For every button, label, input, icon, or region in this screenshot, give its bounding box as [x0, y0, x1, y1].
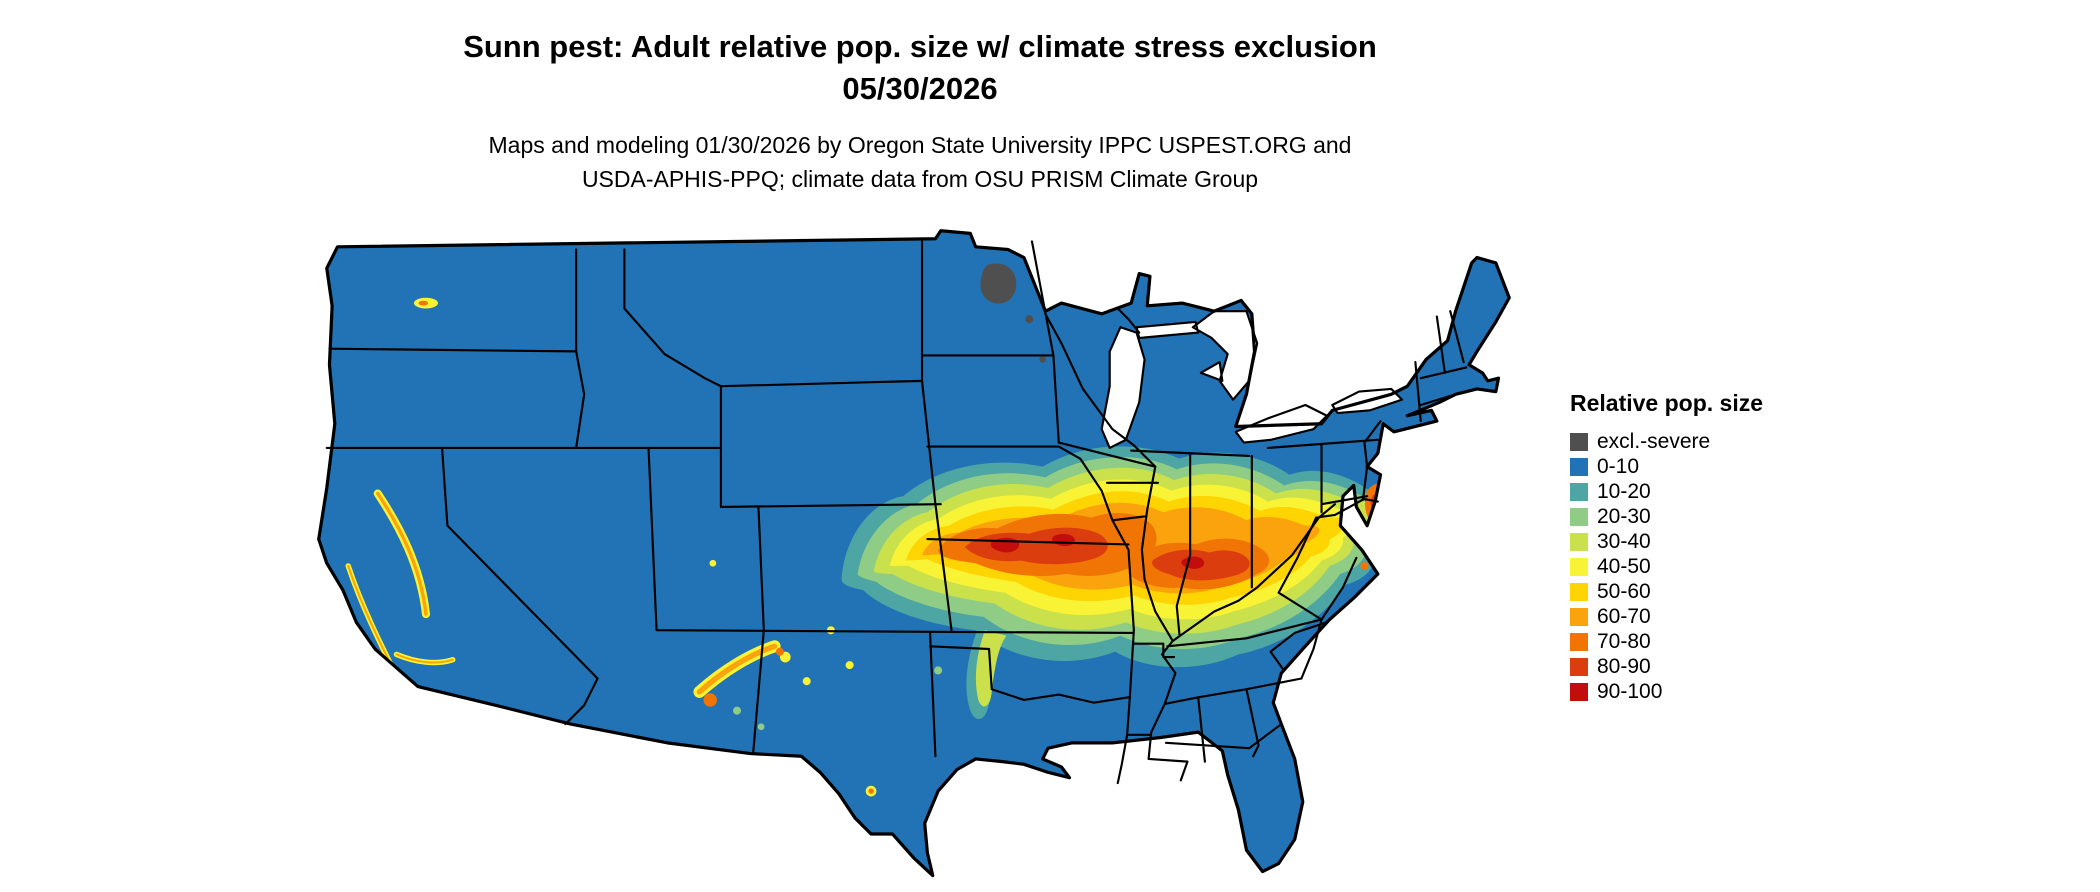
legend-swatch-excl-severe [1570, 432, 1588, 451]
wa-hotspot-core [418, 300, 428, 306]
legend-swatch-0-10 [1570, 457, 1588, 476]
tx-green-speck [934, 666, 943, 675]
legend-swatch-90-100 [1570, 682, 1588, 701]
legend-row: 70-80 [1570, 629, 1763, 654]
us-outline [317, 229, 1511, 878]
az-speck-1 [703, 693, 717, 707]
legend-label: 30-40 [1597, 530, 1651, 553]
legend-row: 20-30 [1570, 504, 1763, 529]
mn-excluded-dot [1025, 315, 1034, 324]
legend-row: 30-40 [1570, 529, 1763, 554]
legend-row: 10-20 [1570, 479, 1763, 504]
legend-swatch-80-90 [1570, 657, 1588, 676]
west-ranges-orange-strokes [347, 491, 778, 695]
wi-excluded-dot [1039, 356, 1047, 363]
legend-label: 70-80 [1597, 630, 1651, 653]
subtitle-line2: USDA-APHIS-PPQ; climate data from OSU PR… [581, 166, 1259, 193]
legend-swatch-40-50 [1570, 557, 1588, 576]
nm-speck-orange [775, 647, 784, 656]
legend-label: 20-30 [1597, 505, 1651, 528]
page-title-date: 05/30/2026 [842, 70, 998, 106]
nm-speck-4 [845, 661, 854, 670]
legend-swatch-70-80 [1570, 632, 1588, 651]
legend-label: 60-70 [1597, 605, 1651, 628]
speckles-green [732, 666, 943, 731]
legend-row: 40-50 [1570, 554, 1763, 579]
nm-speck-2 [802, 677, 811, 686]
subtitle: Maps and modeling 01/30/2026 by Oregon S… [0, 128, 1840, 197]
legend-row: 50-60 [1570, 579, 1763, 604]
legend-row: 0-10 [1570, 454, 1763, 479]
us-map [317, 229, 1511, 878]
legend-swatch-50-60 [1570, 582, 1588, 601]
legend-row: 80-90 [1570, 654, 1763, 679]
az-mogollon-core [696, 643, 778, 695]
legend-swatch-10-20 [1570, 482, 1588, 501]
legend-label: excl.-severe [1597, 430, 1711, 453]
legend-label: 80-90 [1597, 655, 1651, 678]
legend-swatch-20-30 [1570, 507, 1588, 526]
sierra-nevada-core [376, 491, 428, 616]
legend-row: excl.-severe [1570, 429, 1763, 454]
hatteras-speck [1360, 561, 1369, 570]
wtx-speck-core [868, 788, 874, 794]
ut-speck [709, 559, 717, 567]
state-borders [325, 240, 1468, 785]
socal-range-core [395, 653, 454, 664]
excluded-severe-areas [980, 263, 1047, 363]
map-legend: Relative pop. size excl.-severe 0-10 10-… [1570, 390, 1763, 704]
legend-label: 40-50 [1597, 555, 1651, 578]
title-block: Sunn pest: Adult relative pop. size w/ c… [0, 26, 1840, 197]
legend-swatch-60-70 [1570, 607, 1588, 626]
legend-label: 50-60 [1597, 580, 1651, 603]
legend-label: 90-100 [1597, 680, 1663, 703]
page-title: Sunn pest: Adult relative pop. size w/ c… [463, 29, 1377, 64]
legend-label: 10-20 [1597, 480, 1651, 503]
legend-row: 90-100 [1570, 679, 1763, 704]
subtitle-line1: Maps and modeling 01/30/2026 by Oregon S… [488, 131, 1352, 158]
legend-swatch-30-40 [1570, 532, 1588, 551]
mn-excluded-blob [980, 263, 1017, 304]
az-green-speck-2 [757, 723, 765, 731]
great-lakes-water [1100, 310, 1404, 449]
heat-overlay [345, 263, 1400, 797]
legend-label: 0-10 [1597, 455, 1640, 478]
legend-row: 60-70 [1570, 604, 1763, 629]
speckles-orange [418, 300, 1369, 794]
az-green-speck-1 [732, 706, 742, 715]
legend-title: Relative pop. size [1570, 390, 1764, 416]
heat-band-80-90 [964, 491, 1389, 581]
us-map-container [308, 228, 1528, 885]
